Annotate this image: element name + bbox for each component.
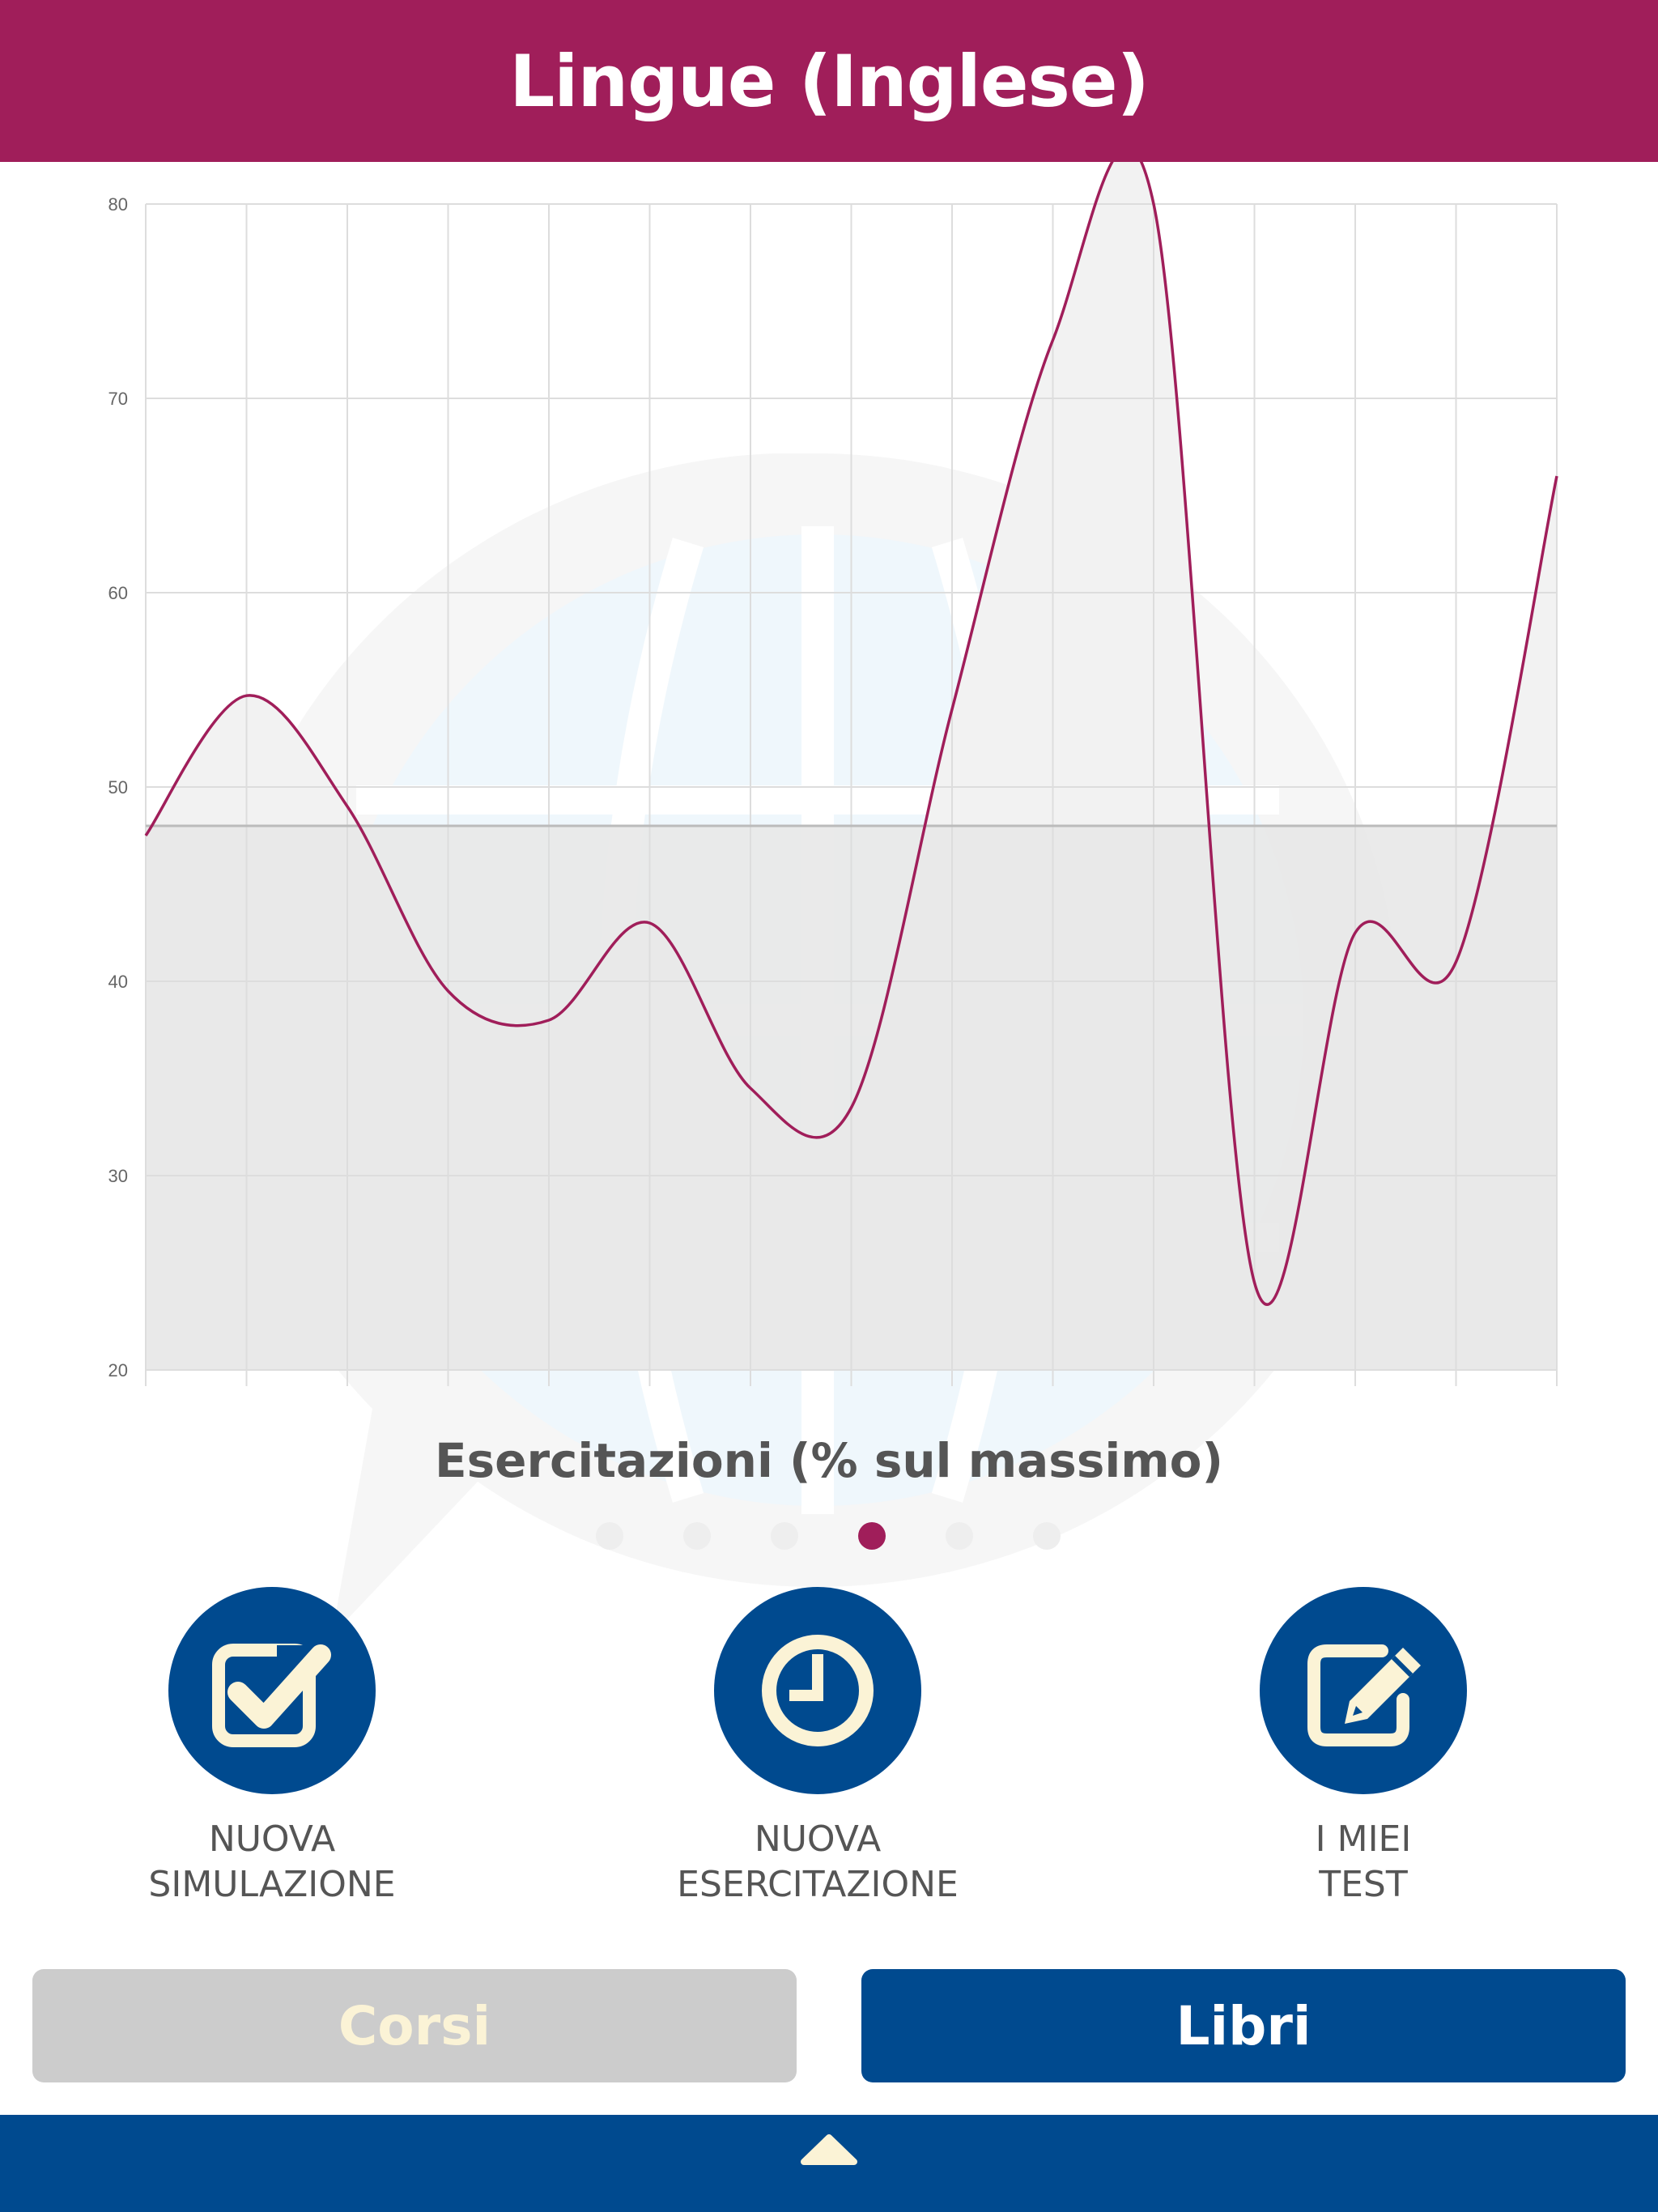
y-tick-label: 60 bbox=[108, 583, 128, 603]
books-button[interactable]: Libri bbox=[861, 1969, 1626, 2082]
courses-button[interactable]: Corsi bbox=[32, 1969, 797, 2082]
my-tests-button[interactable]: I MIEI TEST bbox=[1193, 1587, 1533, 1908]
my-tests-label: I MIEI TEST bbox=[1193, 1817, 1533, 1908]
new-exercise-button[interactable]: NUOVA ESERCITAZIONE bbox=[648, 1587, 988, 1908]
checkbox-icon bbox=[212, 1644, 331, 1747]
new-simulation-button[interactable]: NUOVA SIMULAZIONE bbox=[102, 1587, 442, 1908]
clock-icon bbox=[762, 1635, 874, 1746]
header-bar: Lingue (Inglese) bbox=[0, 0, 1658, 162]
new-simulation-label-line2: SIMULAZIONE bbox=[148, 1864, 396, 1905]
new-simulation-circle[interactable] bbox=[168, 1587, 376, 1794]
my-tests-label-line2: TEST bbox=[1319, 1864, 1408, 1905]
page-dot[interactable] bbox=[1033, 1522, 1061, 1550]
chevron-up-icon[interactable] bbox=[799, 2131, 859, 2165]
y-tick-label: 80 bbox=[108, 194, 128, 215]
line-chart: 20 30 40 50 60 70 80 bbox=[108, 162, 1558, 1386]
chart-title: Esercitazioni (% sul massimo) bbox=[434, 1433, 1224, 1488]
new-simulation-label: NUOVA SIMULAZIONE bbox=[102, 1817, 442, 1908]
y-tick-label: 30 bbox=[108, 1166, 128, 1186]
y-tick-label: 70 bbox=[108, 389, 128, 409]
my-tests-label-line1: I MIEI bbox=[1315, 1819, 1412, 1860]
new-exercise-circle[interactable] bbox=[714, 1587, 921, 1794]
footer-bar bbox=[0, 2115, 1658, 2212]
page-dot[interactable] bbox=[946, 1522, 973, 1550]
new-exercise-label-line2: ESERCITAZIONE bbox=[677, 1864, 959, 1905]
y-tick-label: 40 bbox=[108, 972, 128, 992]
page-title: Lingue (Inglese) bbox=[509, 39, 1150, 123]
page-indicator bbox=[0, 1522, 1658, 1551]
page-dot[interactable] bbox=[683, 1522, 711, 1550]
new-simulation-label-line1: NUOVA bbox=[208, 1819, 336, 1860]
edit-icon bbox=[1307, 1644, 1421, 1746]
page-dot[interactable] bbox=[771, 1522, 798, 1550]
new-exercise-label-line1: NUOVA bbox=[754, 1819, 882, 1860]
page-dot-active[interactable] bbox=[858, 1522, 886, 1550]
my-tests-circle[interactable] bbox=[1260, 1587, 1467, 1794]
new-exercise-label: NUOVA ESERCITAZIONE bbox=[648, 1817, 988, 1908]
page-dot[interactable] bbox=[596, 1522, 623, 1550]
y-tick-label: 20 bbox=[108, 1360, 128, 1380]
y-tick-label: 50 bbox=[108, 777, 128, 798]
series-line bbox=[144, 162, 1558, 1306]
